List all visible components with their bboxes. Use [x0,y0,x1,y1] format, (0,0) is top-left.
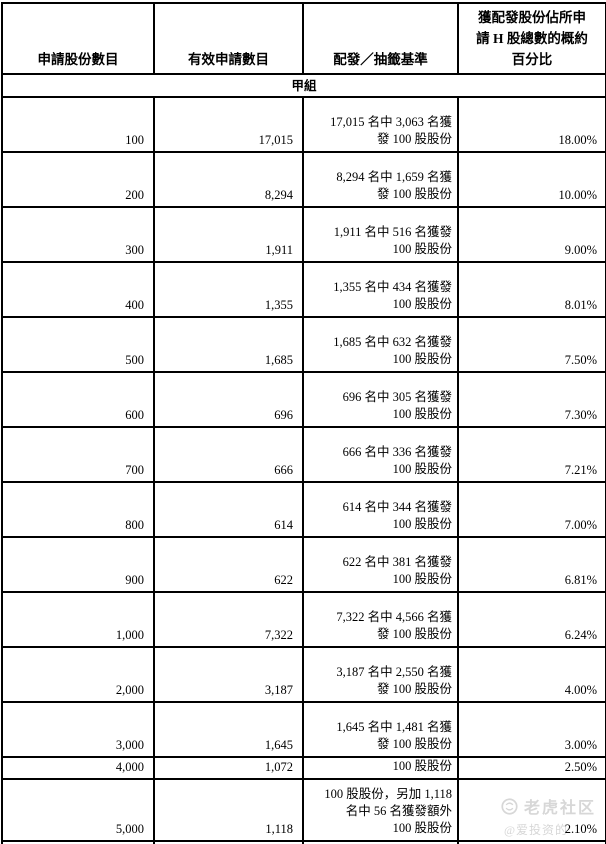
cell-valid-applications: 666 [153,426,304,483]
table-row: 6,000 659 100 股股份，另加 659 名中 53 名獲發額外 100… [1,840,606,844]
cell-basis: 100 股股份，另加 1,118 名中 56 名獲發額外 100 股股份 [302,778,459,842]
cell-applied-shares: 3,000 [1,701,155,758]
cell-percentage: 1.80% [457,840,606,844]
group-label: 甲組 [1,73,606,98]
table-body: 100 17,015 17,015 名中 3,063 名獲 發 100 股股份 … [1,96,606,844]
cell-percentage: 18.00% [457,96,606,153]
cell-valid-applications: 7,322 [153,591,304,648]
cell-applied-shares: 2,000 [1,646,155,703]
cell-applied-shares: 900 [1,536,155,593]
cell-basis: 8,294 名中 1,659 名獲 發 100 股股份 [302,151,459,208]
cell-valid-applications: 1,911 [153,206,304,263]
table-row: 100 17,015 17,015 名中 3,063 名獲 發 100 股股份 … [1,96,606,153]
cell-percentage: 7.50% [457,316,606,373]
cell-applied-shares: 500 [1,316,155,373]
cell-percentage: 9.00% [457,206,606,263]
cell-valid-applications: 3,187 [153,646,304,703]
cell-valid-applications: 1,645 [153,701,304,758]
cell-percentage: 8.01% [457,261,606,318]
table-row: 300 1,911 1,911 名中 516 名獲發 100 股股份 9.00% [1,206,606,263]
group-label-row: 甲組 [1,73,606,98]
header-basis-of-allotment: 配發／抽籤基準 [302,2,459,75]
cell-valid-applications: 614 [153,481,304,538]
cell-basis: 696 名中 305 名獲發 100 股股份 [302,371,459,428]
table-header-row: 申請股份數目 有效申請數目 配發／抽籤基準 獲配發股份佔所申 請 H 股總數的概… [1,2,606,75]
table-row: 2,000 3,187 3,187 名中 2,550 名獲 發 100 股股份 … [1,646,606,703]
cell-valid-applications: 659 [153,840,304,844]
table-row: 600 696 696 名中 305 名獲發 100 股股份 7.30% [1,371,606,428]
cell-basis: 1,645 名中 1,481 名獲 發 100 股股份 [302,701,459,758]
cell-applied-shares: 4,000 [1,756,155,780]
cell-basis: 1,355 名中 434 名獲發 100 股股份 [302,261,459,318]
cell-valid-applications: 1,072 [153,756,304,780]
cell-applied-shares: 400 [1,261,155,318]
cell-applied-shares: 5,000 [1,778,155,842]
table-row: 1,000 7,322 7,322 名中 4,566 名獲 發 100 股股份 … [1,591,606,648]
cell-basis: 622 名中 381 名獲發 100 股股份 [302,536,459,593]
cell-basis: 614 名中 344 名獲發 100 股股份 [302,481,459,538]
cell-valid-applications: 622 [153,536,304,593]
cell-valid-applications: 696 [153,371,304,428]
table-row: 4,000 1,072 100 股股份 2.50% [1,756,606,780]
cell-applied-shares: 600 [1,371,155,428]
cell-valid-applications: 8,294 [153,151,304,208]
cell-applied-shares: 800 [1,481,155,538]
cell-percentage: 7.00% [457,481,606,538]
cell-applied-shares: 700 [1,426,155,483]
cell-percentage: 7.21% [457,426,606,483]
header-applied-shares: 申請股份數目 [1,2,155,75]
cell-percentage: 10.00% [457,151,606,208]
cell-applied-shares: 200 [1,151,155,208]
table-row: 3,000 1,645 1,645 名中 1,481 名獲 發 100 股股份 … [1,701,606,758]
cell-percentage: 4.00% [457,646,606,703]
cell-basis: 17,015 名中 3,063 名獲 發 100 股股份 [302,96,459,153]
table-row: 900 622 622 名中 381 名獲發 100 股股份 6.81% [1,536,606,593]
cell-percentage: 3.00% [457,701,606,758]
cell-percentage: 7.30% [457,371,606,428]
cell-valid-applications: 1,685 [153,316,304,373]
cell-basis: 1,911 名中 516 名獲發 100 股股份 [302,206,459,263]
cell-applied-shares: 1,000 [1,591,155,648]
table-row: 400 1,355 1,355 名中 434 名獲發 100 股股份 8.01% [1,261,606,318]
cell-basis: 100 股股份，另加 659 名中 53 名獲發額外 100 股股份 [302,840,459,844]
table-row: 500 1,685 1,685 名中 632 名獲發 100 股股份 7.50% [1,316,606,373]
cell-basis: 1,685 名中 632 名獲發 100 股股份 [302,316,459,373]
cell-applied-shares: 100 [1,96,155,153]
cell-percentage: 2.10% [457,778,606,842]
cell-applied-shares: 6,000 [1,840,155,844]
table-row: 700 666 666 名中 336 名獲發 100 股股份 7.21% [1,426,606,483]
cell-applied-shares: 300 [1,206,155,263]
cell-basis: 100 股股份 [302,756,459,780]
header-valid-applications: 有效申請數目 [153,2,304,75]
table-row: 800 614 614 名中 344 名獲發 100 股股份 7.00% [1,481,606,538]
cell-valid-applications: 17,015 [153,96,304,153]
cell-basis: 3,187 名中 2,550 名獲 發 100 股股份 [302,646,459,703]
cell-basis: 7,322 名中 4,566 名獲 發 100 股股份 [302,591,459,648]
table-row: 200 8,294 8,294 名中 1,659 名獲 發 100 股股份 10… [1,151,606,208]
cell-basis: 666 名中 336 名獲發 100 股股份 [302,426,459,483]
header-approx-percentage: 獲配發股份佔所申 請 H 股總數的概約 百分比 [457,2,606,75]
cell-percentage: 2.50% [457,756,606,780]
cell-percentage: 6.24% [457,591,606,648]
cell-percentage: 6.81% [457,536,606,593]
cell-valid-applications: 1,118 [153,778,304,842]
cell-valid-applications: 1,355 [153,261,304,318]
table-row: 5,000 1,118 100 股股份，另加 1,118 名中 56 名獲發額外… [1,778,606,842]
